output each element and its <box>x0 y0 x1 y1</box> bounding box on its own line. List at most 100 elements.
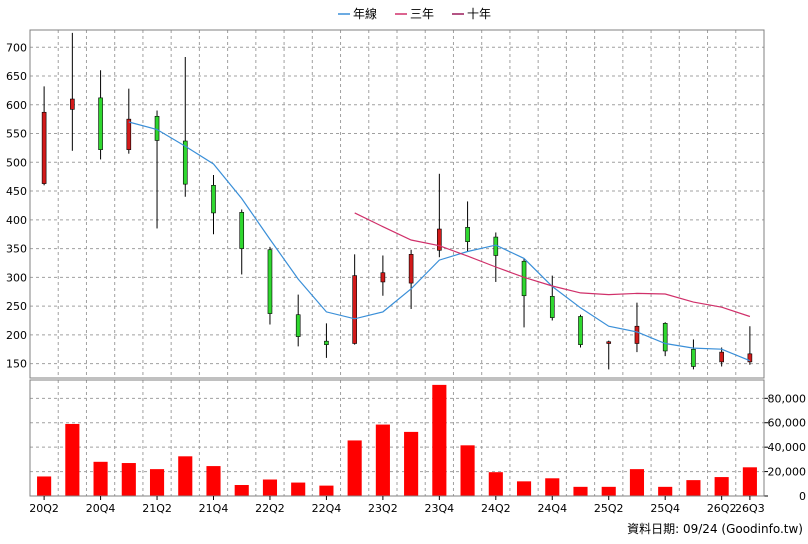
volume-frame <box>29 379 765 497</box>
price-tick-label: 700 <box>6 41 27 54</box>
price-tick-label: 350 <box>6 243 27 256</box>
volume-bar <box>65 423 80 496</box>
price-frame <box>29 29 765 379</box>
candle-body <box>691 348 696 367</box>
series-lines <box>128 121 751 362</box>
price-tick-label: 400 <box>6 214 27 227</box>
candle <box>549 275 555 321</box>
volume-bars <box>37 384 757 496</box>
volume-bar <box>178 456 193 496</box>
series-line-三年 <box>354 212 751 318</box>
volume-bar <box>629 469 645 496</box>
price-tick-label: 600 <box>6 99 27 112</box>
candle-body <box>267 249 273 314</box>
volume-bar <box>319 485 334 496</box>
candle-body <box>549 296 555 318</box>
candle-body <box>70 98 75 110</box>
candle <box>465 201 470 252</box>
candle <box>41 86 47 186</box>
candle <box>521 258 527 328</box>
candle <box>239 209 245 275</box>
candle-body <box>352 275 357 344</box>
candle <box>324 323 329 358</box>
candle-body <box>465 226 470 242</box>
candle-body <box>437 228 442 251</box>
volume-bar <box>432 384 447 496</box>
x-tick-label: 21Q2 <box>142 502 172 515</box>
candle <box>352 254 357 345</box>
candle <box>578 314 583 348</box>
candle-body <box>98 97 103 150</box>
candle <box>211 174 216 235</box>
axes: 150 200 250 300 350 400 450 500 550 600 650 700 0 20,… <box>6 29 807 515</box>
price-tick-label: 300 <box>6 271 27 284</box>
volume-bar <box>121 463 136 496</box>
volume-bar <box>658 486 673 496</box>
volume-bar <box>404 431 419 496</box>
volume-bar <box>93 461 108 496</box>
candle-body <box>239 212 245 249</box>
price-grid <box>29 30 765 378</box>
price-tick-label: 150 <box>6 358 27 371</box>
x-tick-label: 20Q2 <box>29 502 59 515</box>
volume-bar <box>206 466 221 496</box>
candle-body <box>719 351 724 363</box>
legend-item: 十年 <box>452 7 491 21</box>
candle <box>98 70 103 160</box>
candle-body <box>521 260 527 297</box>
x-tick-label: 21Q4 <box>199 502 229 515</box>
x-tick-label: 22Q4 <box>312 502 342 515</box>
candle-body <box>211 185 216 214</box>
x-tick-label: 25Q4 <box>650 502 680 515</box>
candle-body <box>578 316 583 345</box>
legend: 年線 三年 十年 <box>338 6 491 21</box>
volume-grid <box>29 380 765 497</box>
candle-body <box>126 118 132 150</box>
candle <box>267 246 273 325</box>
candle <box>154 110 160 229</box>
candle <box>634 302 640 353</box>
candle-body <box>324 340 329 345</box>
volume-tick-label: 80,000 <box>768 392 807 405</box>
price-tick-label: 550 <box>6 128 27 141</box>
volume-tick-label: 60,000 <box>768 417 807 430</box>
volume-bar <box>488 472 503 496</box>
volume-bar <box>37 476 52 496</box>
x-tick-label: 24Q4 <box>537 502 567 515</box>
candle <box>493 232 499 282</box>
candle <box>747 326 753 365</box>
legend-item: 年線 <box>338 6 377 21</box>
candle-body <box>182 140 188 185</box>
volume-bar <box>460 445 475 496</box>
series-line-年線 <box>128 121 751 362</box>
volume-bar <box>234 485 249 496</box>
x-tick-label: 22Q2 <box>255 502 285 515</box>
volume-tick-label: 40,000 <box>768 441 807 454</box>
candle-body <box>662 323 668 352</box>
legend-item: 三年 <box>395 7 434 21</box>
volume-tick-label: 20,000 <box>768 466 807 479</box>
x-tick-label: 26Q2 <box>707 502 737 515</box>
candle <box>719 347 724 367</box>
volume-bar <box>375 424 390 496</box>
candle-body <box>41 111 47 184</box>
price-tick-label: 250 <box>6 300 27 313</box>
volume-bar <box>714 477 729 496</box>
candle <box>408 249 414 309</box>
legend-label: 三年 <box>410 7 434 21</box>
x-tick-label: 23Q4 <box>425 502 455 515</box>
legend-label: 年線 <box>353 6 377 21</box>
candle-body <box>634 325 640 344</box>
candle-body <box>747 353 753 363</box>
footer-source-text: 資料日期: 09/24 (Goodinfo.tw) <box>627 522 803 536</box>
x-tick-label: 23Q2 <box>368 502 398 515</box>
volume-bar <box>347 440 362 496</box>
volume-bar <box>516 481 532 496</box>
volume-bar <box>601 486 616 496</box>
candle-body <box>154 115 160 141</box>
candle-body <box>380 272 386 283</box>
candle <box>437 173 442 258</box>
x-tick-label: 20Q4 <box>86 502 116 515</box>
price-tick-label: 650 <box>6 70 27 83</box>
